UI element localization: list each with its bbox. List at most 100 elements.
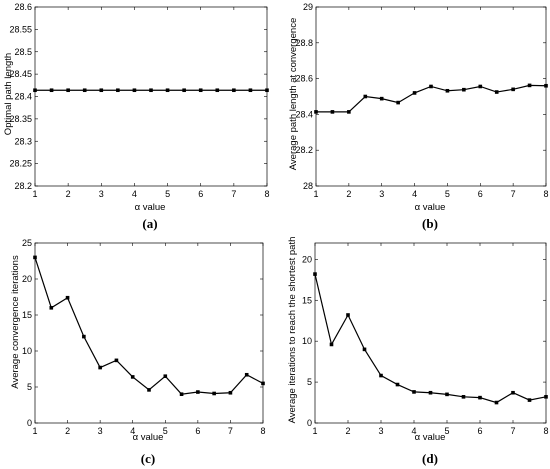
y-tick-label-d: 5 (307, 377, 312, 387)
x-tick-label-d: 4 (411, 426, 416, 436)
data-point-b (330, 110, 335, 114)
data-point-b (462, 87, 466, 92)
data-point-c (228, 390, 233, 395)
y-tick-label-a: 28.3 (14, 136, 32, 146)
data-point-c (114, 358, 119, 363)
data-point-d (346, 313, 350, 317)
y-tick-label-b: 28.6 (295, 74, 313, 84)
x-tick-label-c: 8 (260, 426, 265, 436)
caption-a: (a) (142, 216, 157, 231)
data-point-d (527, 398, 532, 402)
data-point-d (362, 347, 367, 352)
data-point-a (215, 88, 220, 93)
data-point-c (244, 372, 249, 377)
y-tick-label-a: 28.25 (9, 159, 32, 169)
xlabel-b: α value (415, 202, 446, 213)
data-point-a (248, 88, 253, 93)
y-tick-label-d: 0 (307, 418, 312, 428)
data-point-a (49, 88, 54, 93)
x-tick-label-c: 2 (65, 426, 70, 436)
x-tick-label-c: 5 (163, 426, 168, 436)
y-tick-label-d: 10 (302, 336, 312, 346)
xlabel-c: α value (133, 432, 164, 443)
data-point-a (149, 88, 153, 93)
data-point-c (98, 365, 102, 370)
data-point-c (196, 390, 200, 394)
y-tick-label-a: 28.4 (14, 92, 32, 102)
y-tick-label-c: 25 (22, 238, 32, 248)
data-point-a (66, 88, 70, 93)
data-point-d (494, 400, 499, 405)
y-tick-label-b: 28.8 (295, 38, 313, 48)
x-tick-label-d: 8 (543, 426, 548, 436)
xlabel-d: α value (415, 432, 446, 443)
x-tick-label-c: 4 (130, 426, 135, 436)
data-point-c (82, 334, 86, 339)
y-tick-label-a: 28.6 (14, 2, 32, 12)
x-tick-label-b: 2 (346, 189, 351, 199)
data-point-a (132, 88, 137, 93)
x-tick-label-b: 8 (543, 189, 548, 199)
data-point-a (99, 88, 104, 93)
data-point-c (147, 388, 151, 392)
chart-panel-c: Average convergence iterations α value (… (10, 238, 266, 466)
x-tick-label-c: 3 (98, 426, 103, 436)
x-tick-label-c: 1 (32, 426, 37, 436)
y-tick-label-c: 5 (27, 382, 32, 392)
plot-frame-d (314, 242, 547, 424)
data-point-c (261, 381, 265, 386)
plot-frame-b (315, 6, 547, 187)
x-tick-label-b: 3 (379, 189, 384, 199)
data-point-c (33, 255, 37, 260)
data-point-a (33, 88, 37, 93)
data-point-d (329, 342, 334, 347)
data-point-a (265, 88, 269, 93)
caption-c: (c) (141, 451, 155, 466)
y-tick-label-a: 28.35 (9, 114, 32, 124)
ylabel-a: Optimal path length (3, 53, 14, 135)
data-point-b (527, 83, 532, 88)
data-point-b (429, 84, 433, 89)
x-tick-label-a: 7 (231, 189, 236, 199)
data-point-d (313, 272, 317, 276)
x-tick-label-a: 4 (132, 189, 137, 199)
chart-panel-b: Average path length at convergence α val… (288, 2, 549, 231)
y-tick-label-d: 15 (302, 295, 312, 305)
data-point-c (130, 375, 135, 379)
data-point-b (363, 94, 368, 99)
y-tick-label-a: 28.5 (14, 47, 32, 57)
x-tick-label-c: 6 (195, 426, 200, 436)
data-point-c (179, 392, 184, 396)
y-tick-label-c: 20 (22, 274, 32, 284)
x-tick-label-d: 5 (444, 426, 449, 436)
data-point-b (314, 110, 318, 114)
data-point-d (461, 395, 466, 399)
data-point-b (445, 88, 450, 93)
chart-panel-d: Average iterations to reach the shortest… (287, 237, 549, 466)
y-tick-label-b: 28.4 (295, 109, 313, 119)
x-tick-label-a: 6 (198, 189, 203, 199)
data-point-a (165, 88, 170, 93)
chart-panel-a: Optimal path length α value (a) 1 2 3 4 5 6 7 8… (3, 2, 270, 231)
xlabel-a: α value (135, 202, 166, 213)
plot-frame-c (34, 242, 264, 424)
data-point-b (494, 90, 499, 94)
plot-frame-a (34, 6, 268, 187)
caption-d: (d) (422, 451, 438, 466)
y-tick-label-a: 28.55 (9, 24, 32, 34)
x-tick-label-a: 5 (165, 189, 170, 199)
data-point-c (49, 306, 54, 310)
x-tick-label-d: 2 (345, 426, 350, 436)
data-point-a (232, 88, 236, 93)
x-tick-label-b: 6 (478, 189, 483, 199)
x-tick-label-c: 7 (228, 426, 233, 436)
x-tick-label-b: 5 (445, 189, 450, 199)
caption-b: (b) (422, 216, 438, 231)
x-tick-label-b: 1 (313, 189, 318, 199)
ylabel-b: Average path length at convergence (288, 18, 299, 170)
y-tick-label-c: 15 (22, 310, 32, 320)
y-tick-label-b: 28.2 (295, 145, 313, 155)
data-point-b (347, 110, 351, 114)
data-point-d (379, 373, 383, 378)
